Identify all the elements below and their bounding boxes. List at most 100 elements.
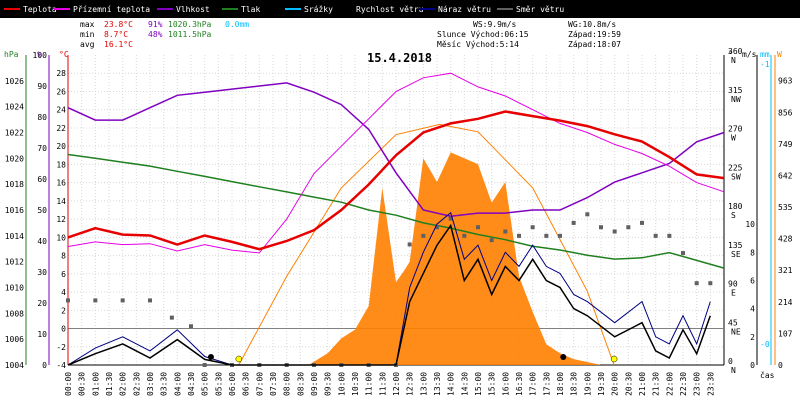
celsius-tick-label: 8 [61, 252, 66, 261]
wm2-tick-label: 321 [778, 266, 793, 275]
wind-direction-point [503, 229, 508, 234]
solar-theoretical-line [238, 123, 615, 366]
pct-tick-label: 100 [33, 51, 48, 60]
x-tick-label: 15:00 [474, 372, 483, 396]
x-tick-label: 16:30 [515, 372, 524, 396]
hpa-tick-label: 1008 [5, 309, 24, 318]
x-tick-label: 19:00 [583, 372, 592, 396]
x-tick-label: 17:00 [529, 372, 538, 396]
dir-tick-label: 180 [728, 202, 743, 211]
hpa-tick-label: 1012 [5, 258, 24, 267]
celsius-tick-label: 24 [56, 106, 66, 115]
hpa-tick-label: 1004 [5, 361, 24, 370]
legend-label: Rychlost větru [356, 5, 424, 14]
pct-tick-label: 40 [37, 237, 47, 246]
celsius-axis-label: °C [59, 50, 69, 59]
wind-direction-point [93, 298, 98, 303]
chart-title: 15.4.2018 [367, 51, 432, 65]
wind-direction-point [448, 216, 453, 221]
dir-tick-label: S [731, 211, 736, 220]
stat-avg-temp: 16.1°C [104, 40, 133, 49]
wm2-tick-label: 535 [778, 203, 793, 212]
dir-tick-label: SW [731, 172, 741, 181]
wind-direction-point [544, 233, 549, 238]
wind-direction-point [421, 233, 426, 238]
x-tick-label: 05:30 [214, 372, 223, 396]
ms-tick-label: 10 [745, 220, 755, 229]
x-tick-label: 05:00 [201, 372, 210, 396]
ms-tick-label: 2 [750, 333, 755, 342]
hpa-tick-label: 1020 [5, 154, 24, 163]
wind-direction-point [148, 298, 152, 303]
wind-direction-point [599, 225, 603, 230]
x-tick-label: 13:30 [433, 372, 442, 396]
wind-direction-point [585, 212, 590, 217]
celsius-tick-label: 28 [56, 69, 66, 78]
dir-tick-label: 225 [728, 163, 743, 172]
x-tick-label: 19:30 [597, 372, 606, 396]
wind-direction-point [694, 281, 699, 286]
pct-tick-label: 70 [37, 144, 47, 153]
dir-tick-label: 45 [728, 318, 738, 327]
stat-min-temp: 8.7°C [104, 30, 128, 39]
x-tick-label: 06:30 [242, 372, 251, 396]
x-tick-label: 10:00 [337, 372, 346, 396]
ms-tick-label: 0 [750, 361, 755, 370]
wind-direction-point [189, 324, 193, 329]
dir-tick-label: NW [731, 95, 741, 104]
wind-direction-point [476, 225, 480, 230]
wind-direction-point [407, 242, 412, 247]
celsius-tick-label: 18 [56, 160, 66, 169]
wind-direction-point [66, 298, 70, 303]
celsius-tick-label: 4 [61, 288, 66, 297]
legend-bar [0, 0, 800, 18]
stat-max-rain: 0.0mm [225, 20, 249, 29]
x-tick-label: 01:00 [91, 372, 100, 396]
x-tick-label: 09:00 [310, 372, 319, 396]
wm2-tick-label: 214 [778, 298, 793, 307]
wind-direction-point [612, 229, 617, 234]
wind-direction-point [169, 315, 174, 320]
wm2-tick-label: 642 [778, 171, 793, 180]
x-tick-label: 06:00 [228, 372, 237, 396]
dir-tick-label: E [731, 289, 736, 298]
pct-tick-label: 10 [37, 330, 47, 339]
dir-tick-label: 0 [728, 357, 733, 366]
wind-direction-point [558, 233, 562, 238]
x-tick-label: 14:30 [460, 372, 469, 396]
stat-moonrise: Měsíc Východ:5:14 [437, 40, 519, 49]
celsius-tick-label: -4 [56, 361, 66, 370]
plot-area [66, 72, 725, 367]
pressure-line [67, 153, 725, 269]
wm2-tick-label: 0 [778, 361, 783, 370]
pct-tick-label: 20 [37, 299, 47, 308]
celsius-tick-label: 2 [61, 306, 66, 315]
x-tick-label: 20:00 [611, 372, 620, 396]
x-tick-label: 18:30 [570, 372, 579, 396]
stat-moonset: Západ:18:07 [568, 40, 621, 49]
stat-max-temp: 23.8°C [104, 20, 133, 29]
temperature-line [67, 110, 725, 251]
wm2-tick-label: 107 [778, 329, 793, 338]
stat-sunrise: Slunce Východ:06:15 [437, 30, 529, 39]
stat-min-label: min [80, 30, 95, 39]
x-tick-label: 16:00 [501, 372, 510, 396]
x-tick-label: 00:30 [78, 372, 87, 396]
x-tick-label: 11:00 [365, 372, 374, 396]
ground-temperature-line [67, 72, 725, 254]
stats-panel: max 23.8°C 91% 1020.3hPa 0.0mm min 8.7°C… [80, 20, 621, 49]
legend-label: Tlak [241, 5, 260, 14]
wm2-tick-label: 428 [778, 235, 793, 244]
sunset-icon [610, 355, 618, 363]
x-tick-label: 07:30 [269, 372, 278, 396]
hpa-tick-label: 1026 [5, 77, 24, 86]
ms-tick-label: 6 [750, 276, 755, 285]
dir-tick-label: 135 [728, 241, 743, 250]
x-tick-label: 23:30 [706, 372, 715, 396]
wind-direction-point [489, 238, 494, 243]
wind-direction-point [626, 225, 631, 230]
axes: 00:00 00:30 01:00 01:30 02:00 02:30 03:00 03:30… [4, 47, 793, 396]
solar-radiation-area [308, 152, 601, 365]
x-tick-label: 03:00 [146, 372, 155, 396]
x-tick-label: 00:00 [64, 372, 73, 396]
